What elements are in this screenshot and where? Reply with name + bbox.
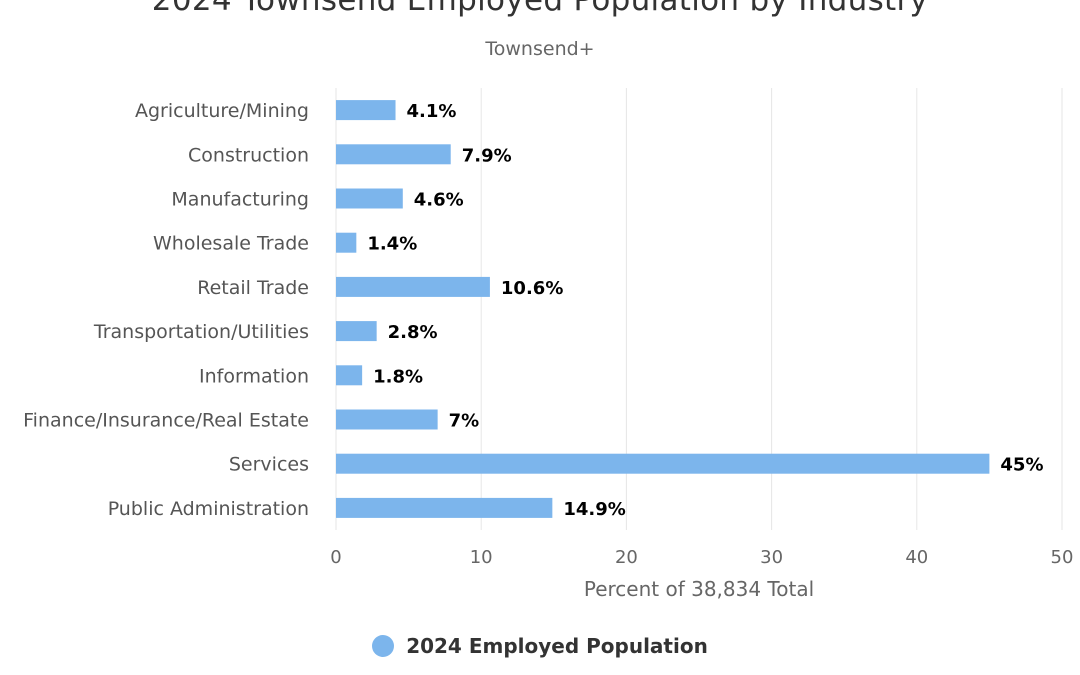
bars [336,100,990,518]
x-tick-label: 40 [905,547,928,568]
data-label: 45% [1000,455,1043,476]
category-label: Manufacturing [171,189,309,211]
category-label: Public Administration [108,498,309,520]
bar[interactable] [336,144,451,165]
bar[interactable] [336,453,990,474]
data-label: 7.9% [462,145,512,166]
category-label: Services [229,454,309,476]
category-label: Retail Trade [197,277,309,299]
bar[interactable] [336,321,377,342]
x-axis-ticks: 0 10 20 30 40 50 [330,547,1073,568]
category-label: Agriculture/Mining [135,100,309,122]
chart-subtitle: Townsend+ [485,38,595,60]
chart-title: 2024 Townsend Employed Population by Ind… [151,0,929,18]
data-label: 4.1% [407,101,457,122]
legend-marker-icon [372,635,395,657]
data-label: 4.6% [414,190,464,211]
x-axis-title: Percent of 38,834 Total [584,577,814,601]
bar[interactable] [336,100,396,121]
data-label: 7% [449,411,480,432]
legend[interactable]: 2024 Employed Population [0,634,1080,658]
bar[interactable] [336,365,363,386]
category-label: Wholesale Trade [153,233,309,255]
data-label: 10.6% [501,278,563,299]
data-labels: 4.1% 7.9% 4.6% 1.4% 10.6% 2.8% 1.8% 7% 45% 14.9% [367,101,1043,520]
x-tick-label: 20 [615,547,638,568]
bar[interactable] [336,188,403,209]
category-label: Information [199,365,309,387]
x-tick-label: 0 [330,547,341,568]
data-label: 1.4% [367,234,417,255]
data-label: 1.8% [373,366,423,387]
x-tick-label: 30 [760,547,783,568]
x-tick-label: 10 [470,547,493,568]
bar[interactable] [336,276,490,297]
category-label: Finance/Insurance/Real Estate [23,410,309,432]
bar[interactable] [336,232,357,253]
bar[interactable] [336,409,438,430]
legend-label[interactable]: 2024 Employed Population [406,634,708,658]
category-label: Construction [188,144,309,166]
x-tick-label: 50 [1051,547,1074,568]
bar[interactable] [336,497,553,518]
data-label: 2.8% [388,322,438,343]
data-label: 14.9% [563,499,625,520]
category-labels: Agriculture/Mining Construction Manufactur… [23,100,309,520]
category-label: Transportation/Utilities [93,321,309,343]
